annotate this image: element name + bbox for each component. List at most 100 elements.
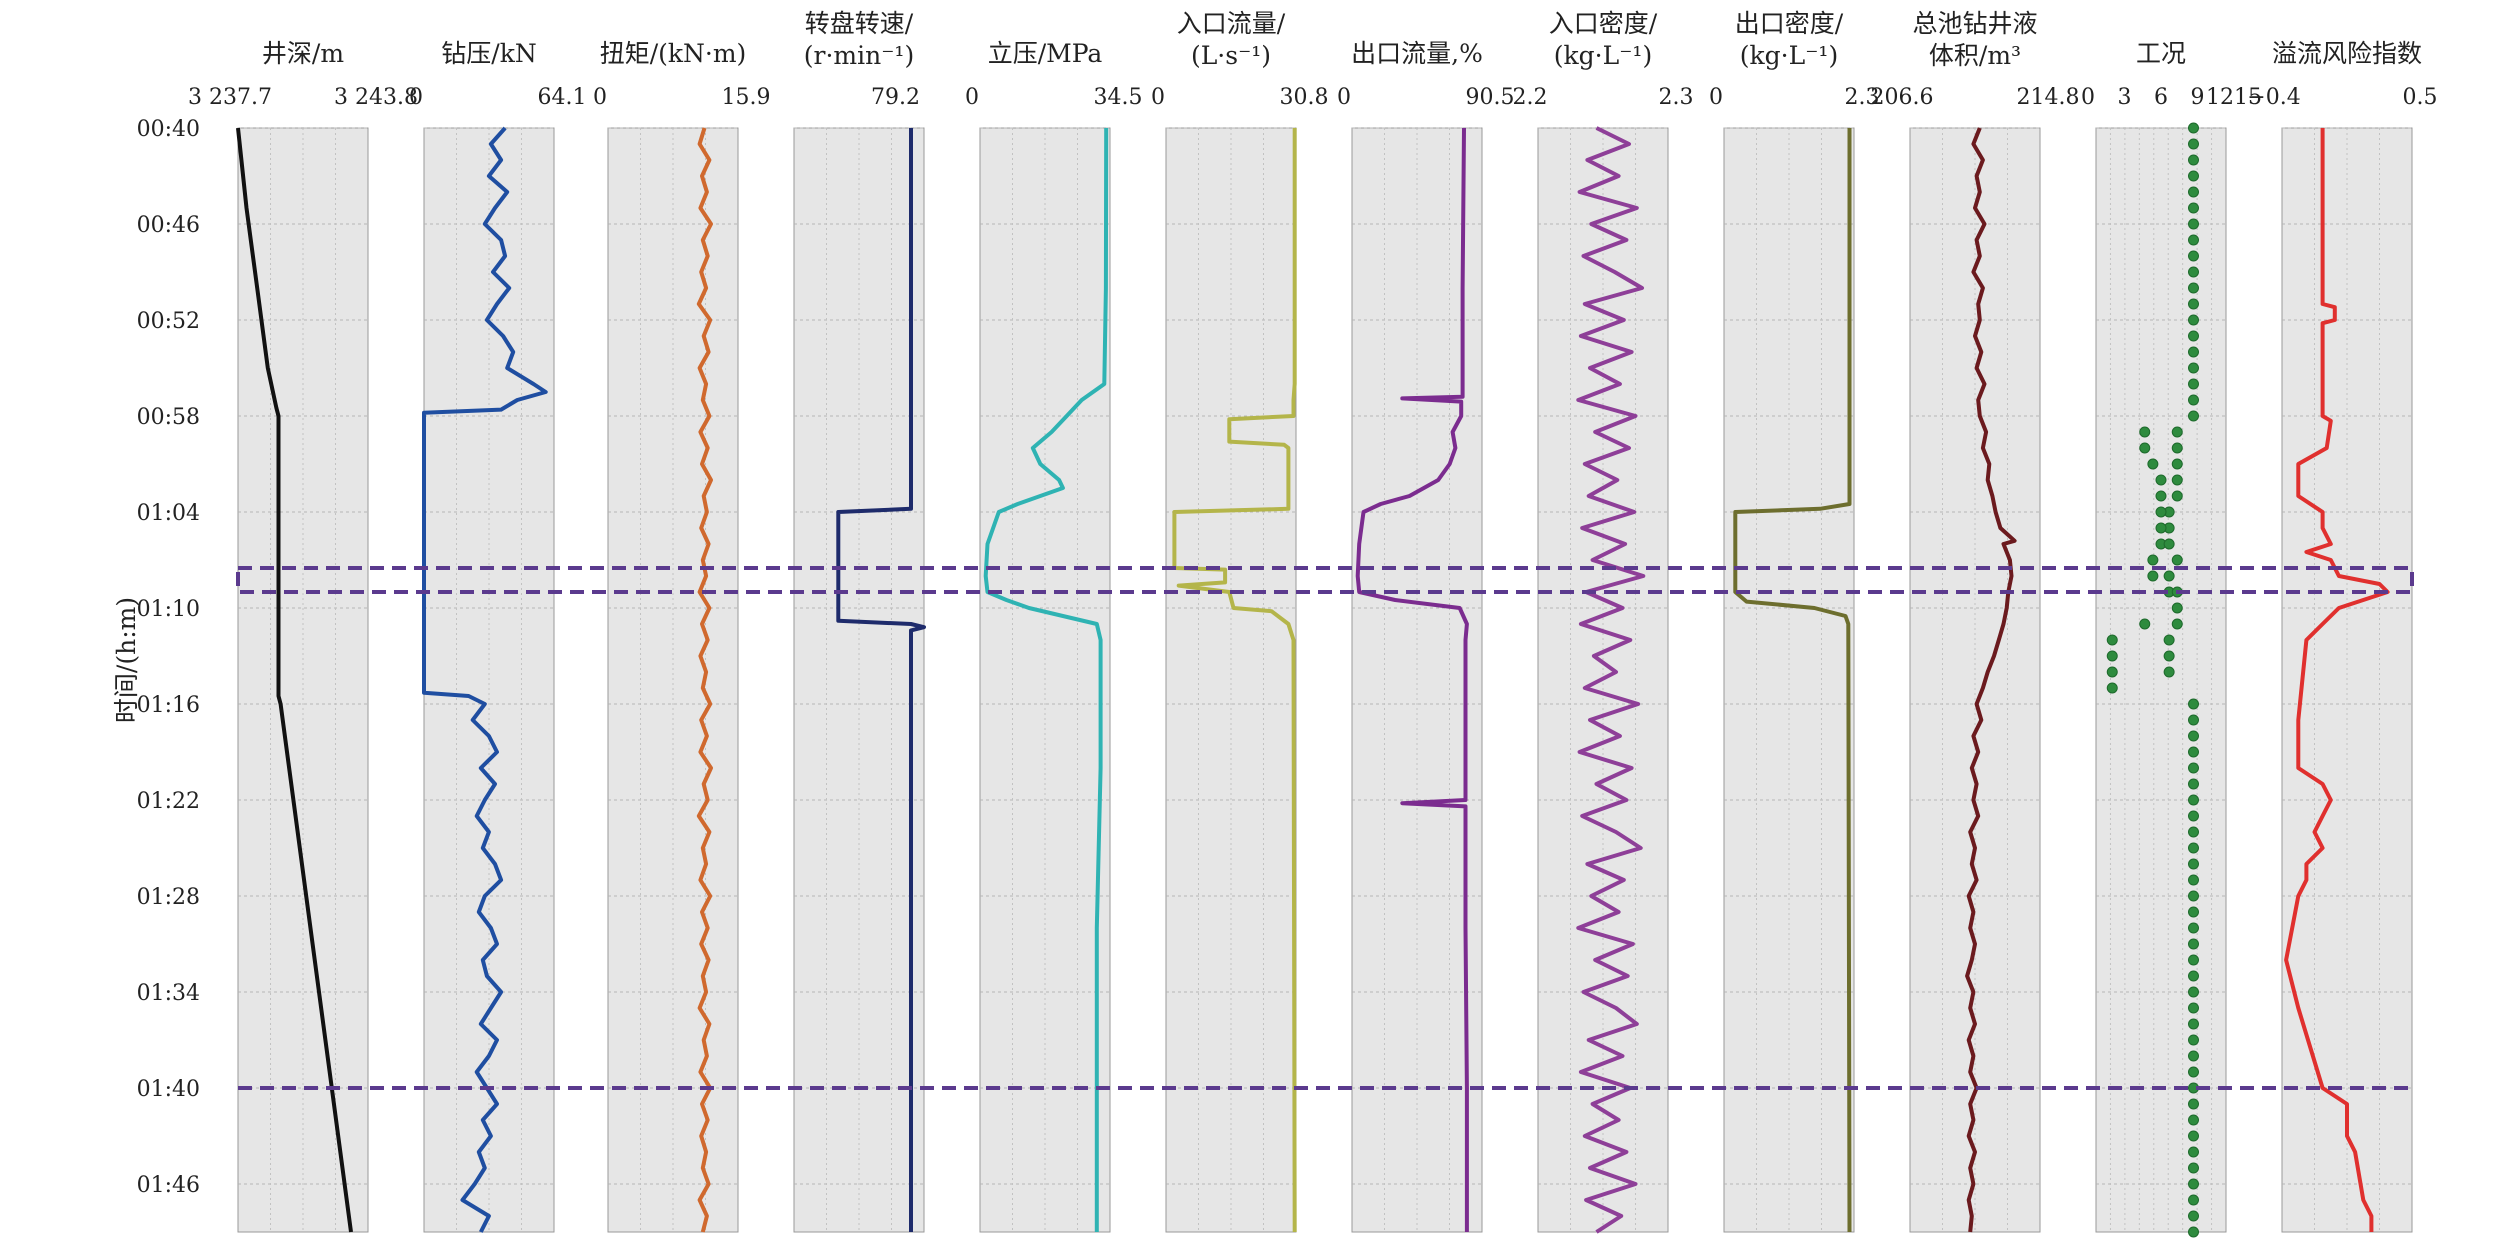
condition-point (2188, 170, 2199, 182)
track-spp: 立压/MPa 0 34.5 (965, 39, 1143, 1233)
condition-point (2147, 458, 2159, 470)
condition-point (2188, 330, 2199, 342)
x-tick-label: 6 (2154, 85, 2168, 110)
condition-point (2163, 634, 2175, 646)
condition-point (2106, 682, 2118, 694)
condition-point (2188, 1146, 2199, 1158)
track-label: (kg·L⁻¹) (1554, 41, 1652, 70)
x-tick-label: 2.3 (1845, 85, 1880, 110)
condition-point (2188, 698, 2199, 710)
condition-point (2188, 778, 2199, 790)
track-label: (L·s⁻¹) (1191, 41, 1271, 70)
condition-point (2171, 458, 2183, 470)
condition-point (2188, 154, 2199, 166)
condition-point (2188, 186, 2199, 198)
condition-point (2188, 298, 2199, 310)
highlight-band (236, 566, 2414, 594)
condition-point (2188, 250, 2199, 262)
x-tick-label: 0.5 (2403, 85, 2438, 110)
condition-point (2188, 922, 2199, 934)
condition-point (2188, 378, 2199, 390)
track-label: 入口密度/ (1549, 9, 1658, 38)
condition-point (2188, 762, 2199, 774)
x-tick-label: 3 243.8 (334, 85, 418, 110)
track-label: 出口流量,% (1351, 39, 1483, 68)
condition-point (2188, 970, 2199, 982)
time-axis: 时间/(h:m) 00:40 00:46 00:52 00:58 01:04 01:10 0… (112, 117, 200, 1198)
condition-point (2188, 394, 2199, 406)
x-tick-label: 0 (1709, 85, 1723, 110)
condition-point (2188, 1130, 2199, 1142)
condition-point (2106, 650, 2118, 662)
track-label: 溢流风险指数 (2272, 39, 2422, 68)
x-tick-label: 206.6 (1871, 85, 1934, 110)
x-tick-label: 90.5 (1466, 85, 1515, 110)
condition-point (2188, 1178, 2199, 1190)
condition-point (2155, 474, 2167, 486)
y-tick-label: 00:52 (137, 309, 200, 334)
y-tick-label: 00:40 (137, 117, 200, 142)
track-condition: 工况 0 3 6 9 1215 (2081, 39, 2262, 1238)
condition-point (2171, 602, 2183, 614)
track-label: 扭矩/(kN·m) (600, 39, 747, 68)
x-tick-label: 0 (593, 85, 607, 110)
condition-point (2188, 1210, 2199, 1222)
time-axis-label: 时间/(h:m) (112, 597, 141, 723)
x-tick-label: 2.3 (1659, 85, 1694, 110)
condition-point (2171, 554, 2183, 566)
condition-point (2188, 1194, 2199, 1206)
condition-point (2155, 522, 2167, 534)
track-label: 入口流量/ (1177, 9, 1286, 38)
y-tick-label: 01:04 (137, 501, 200, 526)
condition-point (2188, 362, 2199, 374)
condition-point (2188, 858, 2199, 870)
condition-point (2188, 730, 2199, 742)
x-tick-label: 30.8 (1280, 85, 1329, 110)
x-tick-label: 214.8 (2017, 85, 2080, 110)
condition-point (2147, 554, 2159, 566)
condition-point (2188, 1050, 2199, 1062)
condition-point (2188, 346, 2199, 358)
track-label: 总池钻井液 (1912, 9, 2037, 38)
condition-point (2188, 746, 2199, 758)
x-tick-label: 79.2 (871, 85, 920, 110)
condition-point (2171, 474, 2183, 486)
series-line-risk (2284, 128, 2390, 1232)
series-line-flow_in (1172, 128, 1297, 1233)
track-label: 出口密度/ (1735, 9, 1844, 38)
series-line-flow_out (1355, 127, 1469, 1232)
condition-point (2171, 426, 2183, 438)
track-panel (2095, 127, 2227, 1233)
condition-point (2155, 490, 2167, 502)
x-tick-label: 34.5 (1094, 85, 1143, 110)
x-tick-label: 0 (965, 85, 979, 110)
condition-point (2106, 666, 2118, 678)
series-line-depth (236, 127, 353, 1233)
series-line-den_in (1576, 126, 1646, 1234)
x-tick-label: 3 (2118, 85, 2132, 110)
y-tick-label: 00:46 (137, 213, 200, 238)
condition-point (2188, 810, 2199, 822)
condition-point (2188, 954, 2199, 966)
condition-point (2139, 618, 2151, 630)
series-line-torque (696, 127, 713, 1233)
x-tick-label: 0 (1151, 85, 1165, 110)
condition-point (2171, 490, 2183, 502)
x-tick-label: 0 (1337, 85, 1351, 110)
series-line-rpm (836, 128, 926, 1232)
x-tick-label: 0 (409, 85, 423, 110)
x-tick-label: 1215 (2206, 85, 2262, 110)
x-tick-label: 15.9 (722, 85, 771, 110)
track-label: (kg·L⁻¹) (1740, 41, 1838, 70)
track-wob: 钻压/kN 0 64.1 (409, 39, 586, 1233)
track-label: 井深/m (262, 39, 344, 68)
x-tick-label: 2.2 (1513, 85, 1548, 110)
condition-point (2188, 234, 2199, 246)
series-line-wob (422, 126, 548, 1233)
condition-point (2147, 570, 2159, 582)
condition-point (2163, 666, 2175, 678)
condition-point (2106, 634, 2118, 646)
condition-point (2163, 650, 2175, 662)
condition-point (2188, 874, 2199, 886)
